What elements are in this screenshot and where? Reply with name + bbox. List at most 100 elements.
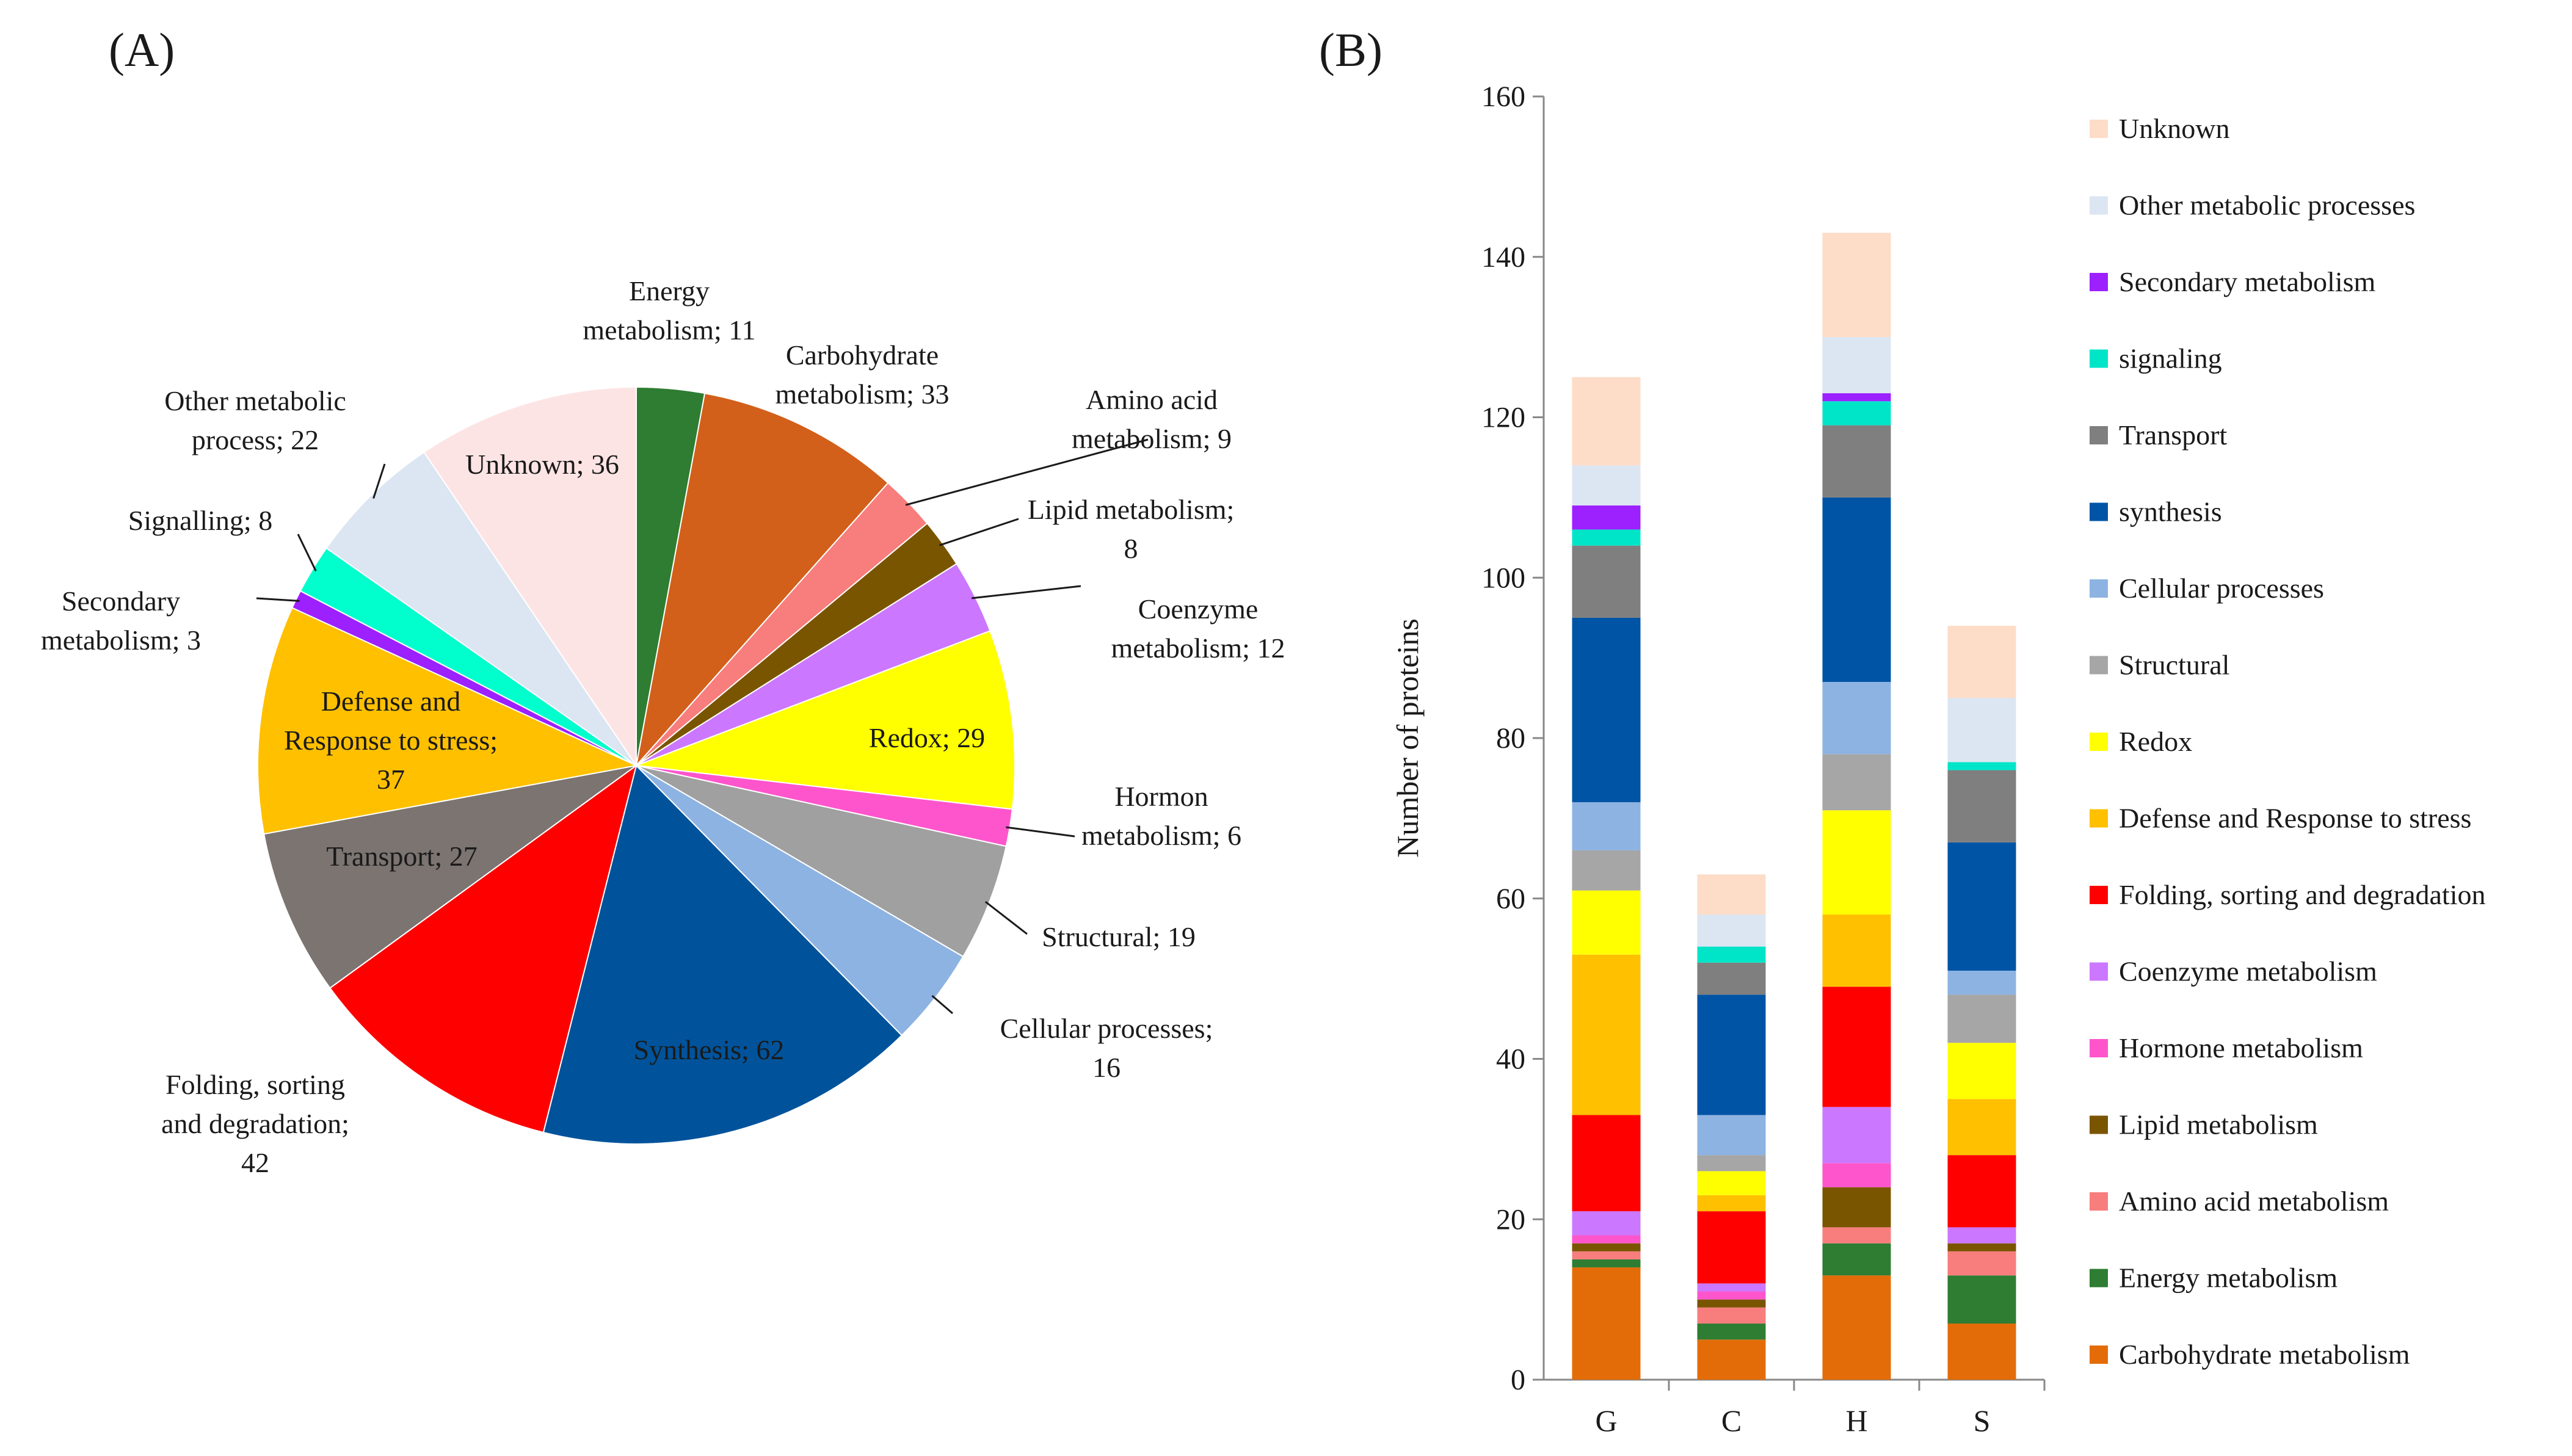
x-tick-label-s: S: [1974, 1403, 1991, 1438]
y-tick-label: 0: [1511, 1364, 1525, 1396]
legend-label-energy-metabolism: Energy metabolism: [2119, 1262, 2338, 1294]
pie-label-redox: Redox; 29: [869, 722, 985, 753]
leader-line: [256, 597, 300, 602]
legend-label-other-metabolic-processes: Other metabolic processes: [2119, 190, 2415, 221]
legend-swatch-cellular-processes: [2090, 579, 2108, 598]
legend-label-carbohydrate-metabolism: Carbohydrate metabolism: [2119, 1339, 2410, 1370]
x-tick-label-h: H: [1845, 1403, 1867, 1438]
bar-segment-c-folding-sorting-and-degradation: [1697, 1211, 1766, 1284]
legend-label-defense-and-response-to-stress: Defense and Response to stress: [2119, 803, 2471, 834]
legend-label-cellular-processes: Cellular processes: [2119, 573, 2324, 604]
pie-label-transport: Transport; 27: [326, 841, 478, 872]
bar-segment-c-synthesis: [1697, 994, 1766, 1115]
leader-line: [905, 438, 1149, 506]
pie-label-structural: Structural; 19: [1042, 921, 1196, 952]
bar-segment-s-synthesis: [1947, 842, 2016, 971]
bar-segment-g-signaling: [1572, 529, 1641, 546]
y-tick-label: 100: [1481, 562, 1525, 594]
bar-segment-s-unknown: [1947, 626, 2016, 698]
pie-slice-unknown: [423, 386, 637, 768]
bar-segment-c-energy-metabolism: [1697, 1324, 1766, 1340]
legend-swatch-hormone-metabolism: [2090, 1039, 2108, 1057]
pie-slice-defense-and-response-to-stress: [257, 607, 639, 835]
pie-chart: Energy metabolism; 11 Carbohydrate metaboli…: [41, 275, 1285, 1178]
bar-segment-s-amino-acid-metabolism: [1947, 1251, 2016, 1276]
legend-swatch-other-metabolic-processes: [2090, 196, 2108, 215]
y-axis-label: Number of proteins: [1390, 618, 1425, 858]
legend-label-signaling: signaling: [2119, 343, 2222, 374]
legend-label-folding-sorting-and-degradation: Folding, sorting and degradation: [2119, 879, 2485, 910]
legend-swatch-synthesis: [2090, 502, 2108, 521]
bar-segment-h-hormone-metabolism: [1822, 1163, 1891, 1187]
bar-segment-h-synthesis: [1822, 497, 1891, 683]
bar-segment-c-defense-and-response-to-stress: [1697, 1195, 1766, 1212]
y-tick-label: 80: [1496, 722, 1525, 755]
pie-slice-structural: [636, 765, 1007, 958]
legend-label-structural: Structural: [2119, 650, 2229, 681]
bar-segment-h-amino-acid-metabolism: [1822, 1227, 1891, 1244]
bar-segment-c-structural: [1697, 1155, 1766, 1172]
bar-segment-h-folding-sorting-and-degradation: [1822, 987, 1891, 1107]
bar-segment-s-structural: [1947, 994, 2016, 1043]
x-tick-label-c: C: [1721, 1403, 1742, 1438]
bar-segment-h-secondary-metabolism: [1822, 393, 1891, 402]
bar-segment-h-defense-and-response-to-stress: [1822, 915, 1891, 987]
bar-segment-g-amino-acid-metabolism: [1572, 1251, 1641, 1259]
bar-segment-s-cellular-processes: [1947, 970, 2016, 995]
bar-segment-g-folding-sorting-and-degradation: [1572, 1115, 1641, 1212]
bar-segment-g-redox: [1572, 890, 1641, 955]
pie-label-folding-sorting-and-degradation: Folding, sorting and degradation; 42: [161, 1069, 349, 1178]
pie-label-defense-and-response-to-stress: Defense and Response to stress; 37: [284, 686, 498, 795]
bar-segment-c-cellular-processes: [1697, 1115, 1766, 1156]
bar-segment-g-transport: [1572, 545, 1641, 618]
leader-line: [931, 994, 953, 1015]
legend-label-lipid-metabolism: Lipid metabolism: [2119, 1109, 2318, 1140]
legend-swatch-redox: [2090, 733, 2108, 751]
bar-segment-g-carbohydrate-metabolism: [1572, 1267, 1641, 1380]
pie-slice-redox: [636, 630, 1015, 810]
legend-swatch-defense-and-response-to-stress: [2090, 809, 2108, 828]
bar-segment-s-lipid-metabolism: [1947, 1243, 2016, 1251]
legend-swatch-coenzyme-metabolism: [2090, 962, 2108, 981]
legend-label-coenzyme-metabolism: Coenzyme metabolism: [2119, 956, 2377, 987]
bar-segment-c-lipid-metabolism: [1697, 1299, 1766, 1308]
leader-line: [972, 585, 1081, 599]
bar-segment-h-energy-metabolism: [1822, 1243, 1891, 1276]
legend-swatch-folding-sorting-and-degradation: [2090, 886, 2108, 904]
y-tick-label: 40: [1496, 1043, 1525, 1076]
bar-segment-s-carbohydrate-metabolism: [1947, 1324, 2016, 1380]
bar-segment-s-other-metabolic-processes: [1947, 698, 2016, 762]
pie-label-carbohydrate-metabolism: Carbohydrate metabolism; 33: [776, 339, 950, 410]
y-tick-label: 120: [1481, 402, 1525, 434]
bar-segment-g-other-metabolic-processes: [1572, 465, 1641, 506]
bar-segment-h-signaling: [1822, 401, 1891, 426]
bar-segment-c-amino-acid-metabolism: [1697, 1307, 1766, 1324]
bar-segment-h-redox: [1822, 810, 1891, 915]
bar-segment-c-carbohydrate-metabolism: [1697, 1339, 1766, 1380]
y-tick-label: 140: [1481, 241, 1525, 273]
bar-segment-g-energy-metabolism: [1572, 1259, 1641, 1268]
leader-line: [984, 900, 1028, 935]
bar-segment-c-unknown: [1697, 874, 1766, 915]
bar-segment-s-redox: [1947, 1043, 2016, 1099]
y-tick-label: 160: [1481, 81, 1525, 113]
bar-segment-c-hormone-metabolism: [1697, 1291, 1766, 1300]
bar-segment-g-structural: [1572, 850, 1641, 891]
pie-label-hormon-metabolism: Hormon metabolism; 6: [1081, 781, 1241, 851]
panel-a-label: (A): [109, 23, 175, 76]
pie-slice-transport: [263, 765, 637, 989]
y-tick-label: 20: [1496, 1203, 1525, 1236]
bar-segment-s-energy-metabolism: [1947, 1275, 2016, 1324]
legend-label-redox: Redox: [2119, 726, 2192, 757]
bar-segment-s-coenzyme-metabolism: [1947, 1227, 2016, 1244]
bar-segment-h-other-metabolic-processes: [1822, 337, 1891, 394]
bar-segment-c-redox: [1697, 1171, 1766, 1195]
pie-label-coenzyme-metabolism: Coenzyme metabolism; 12: [1111, 593, 1285, 664]
legend-swatch-carbohydrate-metabolism: [2090, 1346, 2108, 1364]
bar-segment-g-unknown: [1572, 377, 1641, 466]
bar-segment-g-cellular-processes: [1572, 802, 1641, 850]
bar-segment-h-cellular-processes: [1822, 682, 1891, 755]
bar-segment-g-synthesis: [1572, 617, 1641, 803]
bar-segment-c-signaling: [1697, 946, 1766, 963]
